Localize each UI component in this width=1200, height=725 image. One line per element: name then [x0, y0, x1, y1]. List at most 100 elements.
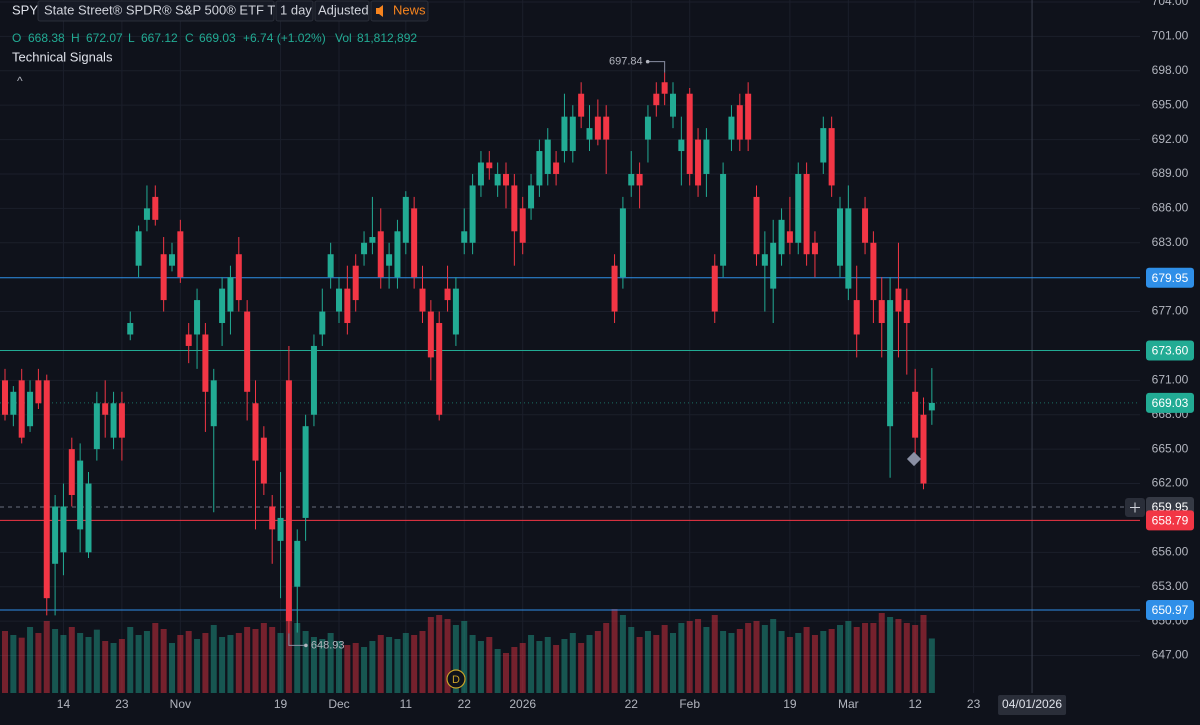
candle-body [628, 173, 635, 186]
candle-body [411, 208, 418, 278]
volume-bar [452, 625, 459, 693]
candle-body [302, 426, 309, 518]
candle-body [636, 173, 643, 186]
y-tick-label: 686.00 [1152, 201, 1189, 215]
volume-bar [377, 635, 384, 693]
x-tick-label: 23 [115, 697, 129, 711]
name-box[interactable] [37, 0, 275, 22]
candle-body [895, 288, 902, 312]
adjustment-box[interactable] [314, 0, 370, 22]
candle-body [778, 219, 785, 255]
candle-body [611, 265, 618, 312]
volume-bar [60, 635, 67, 693]
price-tag [1146, 340, 1194, 361]
x-tick-label: 19 [783, 697, 797, 711]
x-tick-label: 23 [967, 697, 981, 711]
volume-bar [903, 623, 910, 693]
candle-body [394, 231, 401, 278]
volume-bar [644, 631, 651, 693]
candle-body [870, 242, 877, 301]
y-tick-label: 653.00 [1152, 579, 1189, 593]
volume-bar [619, 615, 626, 693]
volume-bar [227, 635, 234, 693]
candle-body [887, 300, 894, 427]
crosshair-date-box [998, 695, 1067, 715]
volume-bar [778, 631, 785, 693]
x-tick-label: 14 [57, 697, 71, 711]
candle-body [686, 93, 693, 174]
candle-body [928, 402, 935, 411]
candle-body [244, 311, 251, 392]
volume-bar [795, 633, 802, 693]
price-tag-label: 679.95 [1152, 271, 1189, 285]
volume-bar [853, 627, 860, 693]
candle-body [586, 128, 593, 140]
candle-body [736, 105, 743, 140]
volume-bar [845, 621, 852, 693]
volume-bar [27, 627, 34, 693]
symbol[interactable]: SPY [12, 2, 38, 17]
volume-bar [260, 623, 267, 693]
candle-body [753, 196, 760, 255]
signal-marker[interactable] [906, 451, 922, 467]
low-leader [288, 633, 306, 646]
interval-box[interactable] [275, 0, 314, 22]
news-box[interactable] [370, 0, 429, 22]
volume-bar [820, 631, 827, 693]
candle-body [469, 185, 476, 243]
volume-bar [536, 641, 543, 693]
volume-bar [477, 641, 484, 693]
candle-body [135, 231, 142, 266]
y-tick-label: 665.00 [1152, 441, 1189, 455]
candle-body [853, 300, 860, 335]
volume-value: 81,812,892 [357, 31, 417, 45]
volume-bar [177, 635, 184, 693]
event-icon[interactable] [446, 669, 466, 689]
candle-body [169, 254, 175, 266]
candle-body [260, 437, 267, 484]
volume-bar [486, 637, 493, 693]
y-tick-label: 683.00 [1152, 235, 1189, 249]
volume-bar [887, 617, 894, 693]
candle-body [770, 242, 777, 289]
candle-body [377, 231, 384, 278]
volume-bar [269, 627, 276, 693]
candle-body [494, 173, 501, 186]
volume-bar [185, 631, 192, 693]
volume-bar [661, 625, 668, 693]
open-value: 668.38 [28, 31, 65, 45]
x-tick-label: 12 [908, 697, 922, 711]
volume-bar [770, 619, 777, 693]
candle-body [419, 288, 426, 312]
candle-body [461, 231, 468, 243]
candle-body [536, 151, 543, 186]
collapse-toggle[interactable]: ^ [17, 74, 23, 88]
volume-bar [427, 617, 434, 693]
y-tick-label: 647.00 [1152, 648, 1189, 662]
close-label: C [185, 31, 194, 45]
candle-body [319, 311, 326, 335]
candle-body [728, 116, 735, 140]
x-tick-label: 22 [625, 697, 639, 711]
candle-body [477, 162, 484, 186]
low-label: 648.93 [311, 639, 345, 651]
volume-bar [528, 635, 535, 693]
technical-signals[interactable]: Technical Signals [12, 49, 113, 64]
volume-bar [761, 625, 768, 693]
volume-bar [578, 643, 585, 693]
volume-bar [394, 639, 401, 693]
candle-body [369, 237, 376, 243]
candle-body [436, 323, 443, 415]
candle-body [427, 311, 434, 358]
candle-body [811, 242, 818, 255]
price-tag [1146, 510, 1194, 531]
volume-bar [336, 641, 342, 693]
candle-body [569, 116, 576, 152]
candle-body [444, 288, 451, 301]
price-tag [1146, 599, 1194, 620]
candle-body [185, 334, 192, 346]
volume-bar [310, 637, 317, 693]
volume-bar [753, 621, 760, 693]
volume-bar [569, 633, 576, 693]
